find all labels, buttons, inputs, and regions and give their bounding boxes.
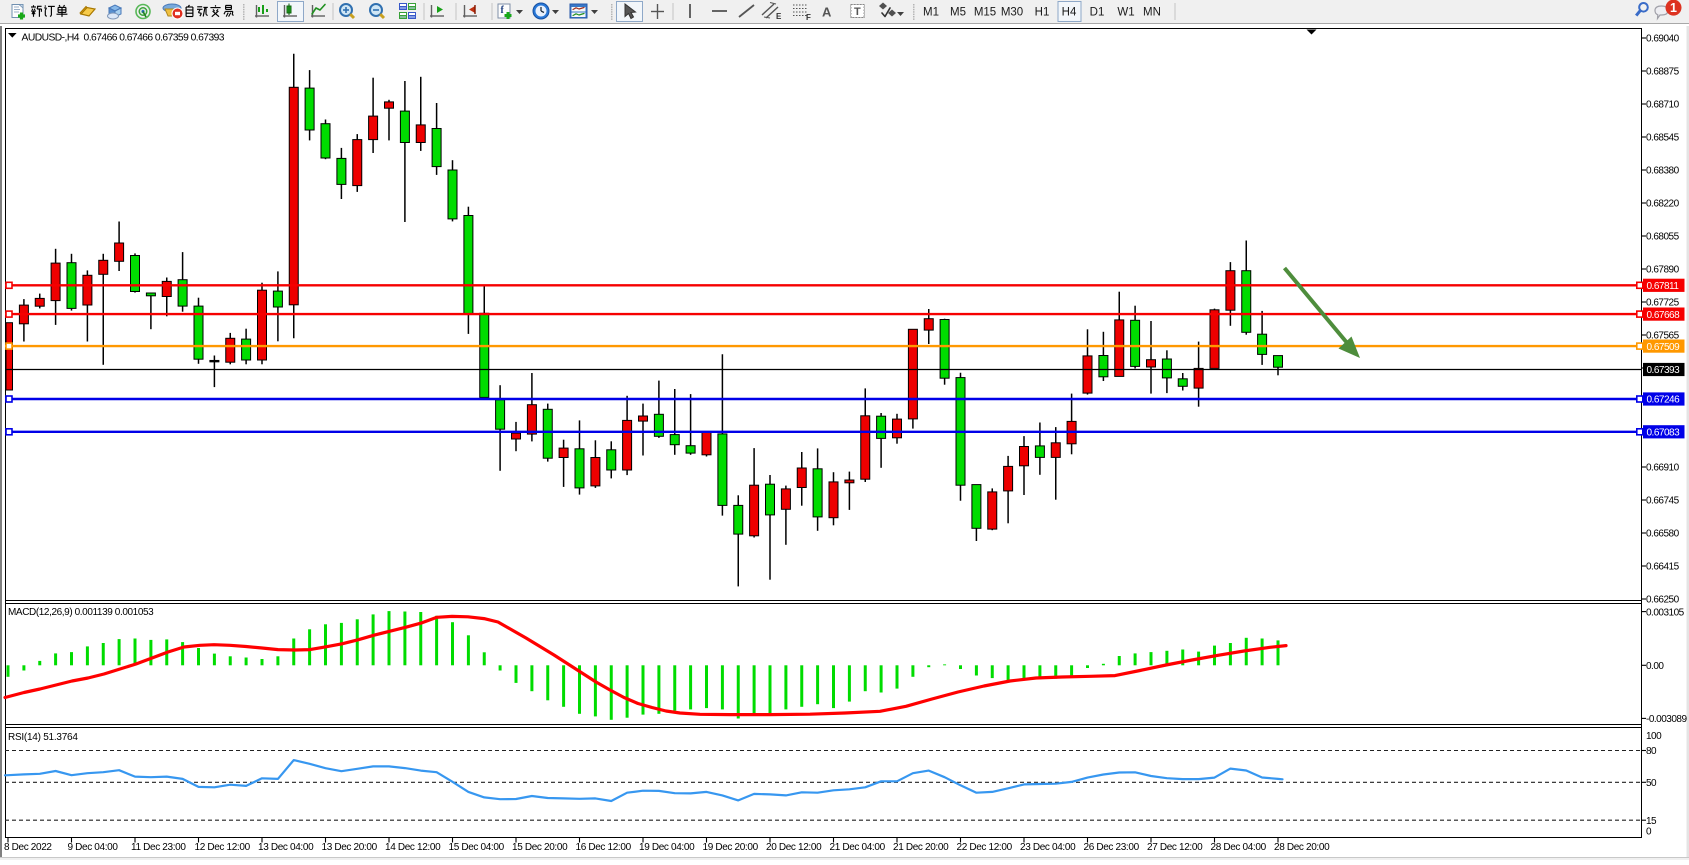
svg-text:100: 100	[1646, 731, 1662, 742]
svg-text:13 Dec 04:00: 13 Dec 04:00	[258, 842, 314, 853]
svg-text:AUDUSD-,H4 0.67466 0.67466 0.: AUDUSD-,H4 0.67466 0.67466 0.67359 0.673…	[22, 32, 225, 43]
svg-text:0.67668: 0.67668	[1647, 310, 1681, 321]
svg-text:0.68875: 0.68875	[1646, 67, 1680, 78]
svg-text:15: 15	[1646, 816, 1657, 827]
svg-text:23 Dec 04:00: 23 Dec 04:00	[1020, 842, 1076, 853]
svg-text:0.68545: 0.68545	[1646, 133, 1680, 144]
svg-text:0.66580: 0.66580	[1646, 529, 1680, 540]
svg-text:H1: H1	[1035, 7, 1050, 19]
svg-text:11 Dec 23:00: 11 Dec 23:00	[131, 842, 186, 853]
svg-text:0.66745: 0.66745	[1646, 496, 1680, 507]
svg-text:12 Dec 12:00: 12 Dec 12:00	[195, 842, 251, 853]
svg-text:15 Dec 20:00: 15 Dec 20:00	[512, 842, 568, 853]
svg-text:0.67725: 0.67725	[1646, 298, 1680, 309]
svg-text:0.67246: 0.67246	[1647, 395, 1681, 406]
svg-text:0.68710: 0.68710	[1646, 100, 1680, 111]
svg-text:1: 1	[1670, 1, 1677, 15]
svg-text:0.69040: 0.69040	[1646, 34, 1680, 45]
svg-text:21 Dec 04:00: 21 Dec 04:00	[830, 842, 886, 853]
svg-text:16 Dec 12:00: 16 Dec 12:00	[576, 842, 632, 853]
svg-text:13 Dec 20:00: 13 Dec 20:00	[322, 842, 378, 853]
svg-text:28 Dec 20:00: 28 Dec 20:00	[1274, 842, 1330, 853]
svg-text:15 Dec 04:00: 15 Dec 04:00	[449, 842, 505, 853]
svg-text:0.67811: 0.67811	[1647, 281, 1680, 292]
svg-text:21 Dec 20:00: 21 Dec 20:00	[893, 842, 949, 853]
svg-text:50: 50	[1646, 778, 1657, 789]
svg-text:0.67509: 0.67509	[1647, 342, 1681, 353]
svg-text:MACD(12,26,9) 0.001139 0.00105: MACD(12,26,9) 0.001139 0.001053	[8, 607, 154, 618]
svg-text:28 Dec 04:00: 28 Dec 04:00	[1211, 842, 1267, 853]
svg-text:M30: M30	[1001, 7, 1023, 19]
svg-text:0.67890: 0.67890	[1646, 265, 1680, 276]
svg-text:0.66250: 0.66250	[1646, 595, 1680, 606]
svg-text:26 Dec 23:00: 26 Dec 23:00	[1084, 842, 1140, 853]
svg-text:80: 80	[1646, 746, 1657, 757]
svg-text:F: F	[806, 13, 811, 22]
svg-text:MN: MN	[1143, 7, 1161, 19]
svg-text:H4: H4	[1062, 7, 1077, 19]
svg-text:0.68220: 0.68220	[1646, 199, 1680, 210]
svg-text:RSI(14) 51.3764: RSI(14) 51.3764	[8, 732, 78, 743]
svg-text:-0.003089: -0.003089	[1646, 714, 1687, 725]
svg-text:T: T	[854, 6, 861, 18]
svg-text:M1: M1	[923, 7, 939, 19]
svg-text:9 Dec 04:00: 9 Dec 04:00	[68, 842, 119, 853]
svg-text:20 Dec 12:00: 20 Dec 12:00	[766, 842, 822, 853]
svg-text:19 Dec 20:00: 19 Dec 20:00	[703, 842, 759, 853]
svg-text:14 Dec 12:00: 14 Dec 12:00	[385, 842, 441, 853]
svg-text:0.66415: 0.66415	[1646, 562, 1680, 573]
svg-text:M5: M5	[950, 7, 966, 19]
svg-text:0.67083: 0.67083	[1647, 428, 1681, 439]
svg-text:8 Dec 2022: 8 Dec 2022	[4, 842, 52, 853]
svg-text:0.66910: 0.66910	[1646, 463, 1680, 474]
svg-text:W1: W1	[1117, 7, 1134, 19]
svg-text:0.67393: 0.67393	[1647, 365, 1681, 376]
svg-text:22 Dec 12:00: 22 Dec 12:00	[957, 842, 1013, 853]
svg-text:0.68055: 0.68055	[1646, 232, 1680, 243]
svg-text:D1: D1	[1090, 7, 1105, 19]
svg-text:E: E	[776, 12, 782, 21]
svg-text:0.00: 0.00	[1646, 661, 1664, 672]
svg-text:0.68380: 0.68380	[1646, 166, 1680, 177]
svg-text:27 Dec 12:00: 27 Dec 12:00	[1147, 842, 1203, 853]
svg-text:A: A	[822, 5, 832, 20]
svg-text:0.003105: 0.003105	[1646, 607, 1685, 618]
svg-text:M15: M15	[974, 7, 996, 19]
svg-text:19 Dec 04:00: 19 Dec 04:00	[639, 842, 695, 853]
